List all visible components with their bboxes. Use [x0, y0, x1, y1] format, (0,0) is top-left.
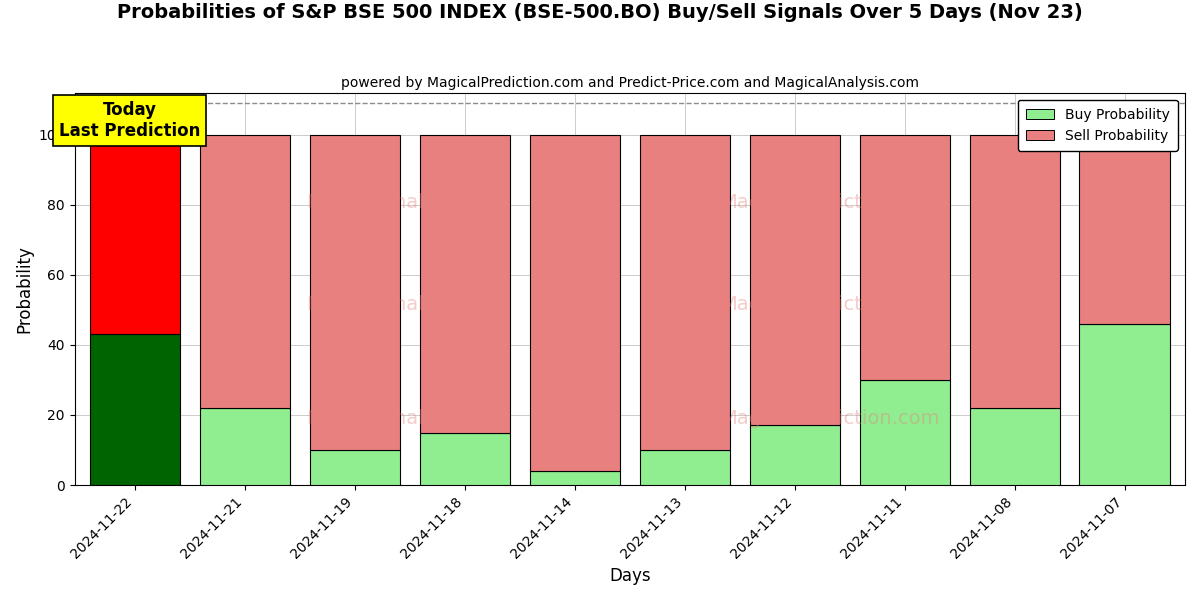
Legend: Buy Probability, Sell Probability: Buy Probability, Sell Probability: [1018, 100, 1178, 151]
Bar: [970, 408, 1060, 485]
X-axis label: Days: Days: [610, 567, 650, 585]
Bar: [1080, 134, 1170, 324]
Text: MagicalAnalysis.com: MagicalAnalysis.com: [306, 295, 509, 314]
Bar: [750, 425, 840, 485]
Bar: [529, 471, 620, 485]
Bar: [859, 134, 949, 380]
Text: MagicalPrediction.com: MagicalPrediction.com: [720, 295, 940, 314]
Bar: [310, 450, 400, 485]
Text: MagicalAnalysis.com: MagicalAnalysis.com: [306, 409, 509, 428]
Bar: [90, 334, 180, 485]
Y-axis label: Probability: Probability: [16, 245, 34, 333]
Bar: [529, 134, 620, 471]
Text: MagicalPrediction.com: MagicalPrediction.com: [720, 193, 940, 212]
Bar: [90, 134, 180, 334]
Text: MagicalPrediction.com: MagicalPrediction.com: [720, 409, 940, 428]
Text: MagicalAnalysis.com: MagicalAnalysis.com: [306, 193, 509, 212]
Text: Probabilities of S&P BSE 500 INDEX (BSE-500.BO) Buy/Sell Signals Over 5 Days (No: Probabilities of S&P BSE 500 INDEX (BSE-…: [118, 3, 1082, 22]
Bar: [1080, 324, 1170, 485]
Bar: [750, 134, 840, 425]
Bar: [200, 134, 290, 408]
Bar: [970, 134, 1060, 408]
Bar: [859, 380, 949, 485]
Bar: [420, 134, 510, 433]
Bar: [640, 450, 730, 485]
Text: Today
Last Prediction: Today Last Prediction: [59, 101, 200, 140]
Bar: [310, 134, 400, 450]
Bar: [640, 134, 730, 450]
Bar: [200, 408, 290, 485]
Title: powered by MagicalPrediction.com and Predict-Price.com and MagicalAnalysis.com: powered by MagicalPrediction.com and Pre…: [341, 76, 919, 90]
Bar: [420, 433, 510, 485]
